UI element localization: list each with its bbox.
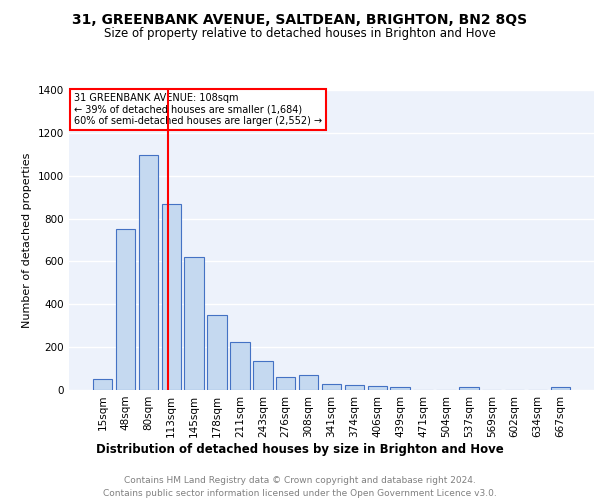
Bar	[299, 375, 319, 390]
Bar	[230, 342, 250, 390]
Bar	[459, 387, 479, 390]
Bar	[551, 387, 570, 390]
Text: Size of property relative to detached houses in Brighton and Hove: Size of property relative to detached ho…	[104, 28, 496, 40]
Bar	[161, 204, 181, 390]
Y-axis label: Number of detached properties: Number of detached properties	[22, 152, 32, 328]
Bar	[184, 257, 204, 390]
Bar	[368, 386, 387, 390]
Text: Distribution of detached houses by size in Brighton and Hove: Distribution of detached houses by size …	[96, 442, 504, 456]
Text: 31 GREENBANK AVENUE: 108sqm
← 39% of detached houses are smaller (1,684)
60% of : 31 GREENBANK AVENUE: 108sqm ← 39% of det…	[74, 93, 322, 126]
Bar	[253, 361, 272, 390]
Bar	[116, 230, 135, 390]
Bar	[139, 156, 158, 390]
Text: Contains HM Land Registry data © Crown copyright and database right 2024.
Contai: Contains HM Land Registry data © Crown c…	[103, 476, 497, 498]
Text: 31, GREENBANK AVENUE, SALTDEAN, BRIGHTON, BN2 8QS: 31, GREENBANK AVENUE, SALTDEAN, BRIGHTON…	[73, 12, 527, 26]
Bar	[391, 387, 410, 390]
Bar	[208, 315, 227, 390]
Bar	[322, 384, 341, 390]
Bar	[276, 377, 295, 390]
Bar	[93, 380, 112, 390]
Bar	[344, 384, 364, 390]
